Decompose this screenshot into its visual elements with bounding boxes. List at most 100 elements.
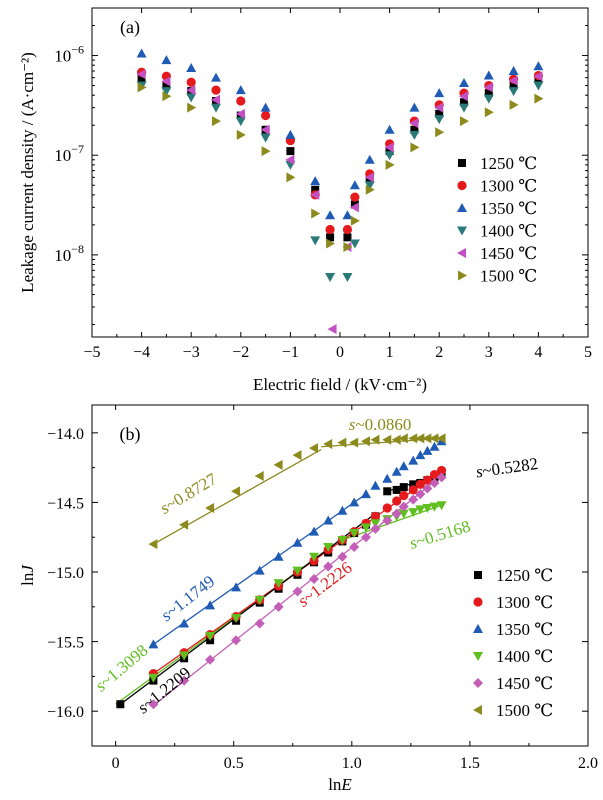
data-point (260, 133, 271, 143)
fit-line (153, 448, 322, 545)
data-point (429, 441, 440, 451)
data-point (273, 579, 284, 589)
data-point (179, 651, 190, 661)
data-point (508, 75, 518, 86)
legend-label: 1500 ℃ (480, 267, 537, 286)
x-tick-label: 0 (336, 344, 344, 361)
data-point (415, 433, 425, 444)
legend-marker (474, 571, 482, 579)
data-point (409, 118, 419, 129)
data-point (211, 94, 220, 105)
data-point (254, 618, 265, 629)
data-point (273, 459, 283, 470)
data-point (254, 595, 265, 605)
data-point (459, 103, 469, 113)
data-point (434, 102, 444, 113)
fit-label: s~0.0860 (349, 415, 412, 434)
data-point (236, 96, 246, 106)
data-point (205, 632, 216, 642)
legend-marker (473, 597, 483, 607)
data-point (410, 125, 419, 134)
fit-line (342, 504, 442, 541)
data-point (231, 582, 242, 592)
data-point (484, 89, 493, 98)
legend-label: 1300 ℃ (480, 177, 537, 196)
data-point (235, 108, 245, 119)
data-point (260, 102, 271, 112)
data-point (365, 184, 375, 195)
x-tick-label: 4 (534, 344, 542, 361)
data-point (384, 142, 394, 153)
data-point (483, 82, 493, 93)
panel-b: 0 0.5 1.0 1.5 2.0 −16.0 −15.5 −15.0 −14.5 −14.0 (b… (18, 404, 598, 794)
data-point (460, 98, 468, 107)
data-point (337, 505, 348, 515)
data-point (350, 215, 360, 226)
data-point (309, 573, 320, 584)
data-point (483, 70, 494, 80)
data-point (342, 224, 353, 235)
x-tick-label: 1.5 (460, 755, 480, 772)
x-axis-title: lnE (328, 775, 352, 794)
data-point (254, 470, 264, 481)
y-axis-title: Leakage current density / (A·cm⁻²) (18, 52, 37, 293)
data-point (310, 236, 321, 246)
data-point (148, 539, 158, 550)
data-point (309, 526, 320, 536)
series-diamond (148, 472, 447, 710)
data-point (285, 129, 296, 139)
data-point (286, 172, 296, 183)
data-point (422, 475, 432, 485)
data-point (484, 107, 494, 118)
data-point (534, 93, 544, 104)
data-point (349, 180, 360, 190)
panel-a: −5 −4 −3 −2 −1 0 1 2 3 4 5 10−8 10−7 10−6 (a) Electric … (18, 7, 592, 394)
data-point (509, 81, 518, 90)
data-point (408, 494, 419, 505)
data-point (273, 551, 284, 561)
data-point (326, 233, 335, 242)
plot-frame (91, 404, 589, 747)
data-point (422, 433, 432, 444)
legend-label: 1250 ℃ (496, 566, 553, 585)
data-point (323, 515, 334, 525)
legend-label: 1300 ℃ (496, 593, 553, 612)
data-point (236, 129, 246, 140)
data-point (186, 85, 196, 96)
x-tick-label: 1.0 (342, 755, 362, 772)
data-point (483, 94, 494, 104)
x-tick-label: −5 (83, 344, 100, 361)
data-point (205, 600, 216, 610)
data-point (148, 673, 159, 683)
data-point (398, 461, 409, 471)
legend-marker (457, 180, 467, 191)
data-point (391, 508, 402, 519)
data-point (137, 82, 147, 93)
data-point (343, 241, 353, 252)
data-point (533, 71, 543, 82)
legend-marker (473, 624, 483, 633)
x-tick-label: −4 (133, 344, 150, 361)
y-tick-label: −14.0 (47, 426, 84, 443)
data-point (342, 272, 353, 282)
data-point (310, 189, 320, 200)
data-point (211, 103, 221, 113)
data-point (409, 102, 420, 112)
legend-label: 1350 ℃ (496, 620, 553, 639)
fit-line (119, 513, 376, 705)
legend-label: 1400 ℃ (496, 647, 553, 666)
data-point (370, 511, 381, 521)
data-point (422, 445, 433, 455)
x-tick-label: 0.5 (224, 755, 244, 772)
legend-label: 1450 ℃ (496, 674, 553, 693)
data-point (415, 450, 426, 460)
fit-label: s~0.5282 (475, 454, 540, 482)
data-point (350, 192, 360, 202)
data-point (161, 87, 172, 97)
data-point (311, 208, 321, 219)
data-point (211, 85, 221, 95)
data-point (187, 102, 197, 113)
data-point (422, 483, 433, 494)
data-point (364, 181, 375, 191)
data-point (337, 551, 348, 562)
